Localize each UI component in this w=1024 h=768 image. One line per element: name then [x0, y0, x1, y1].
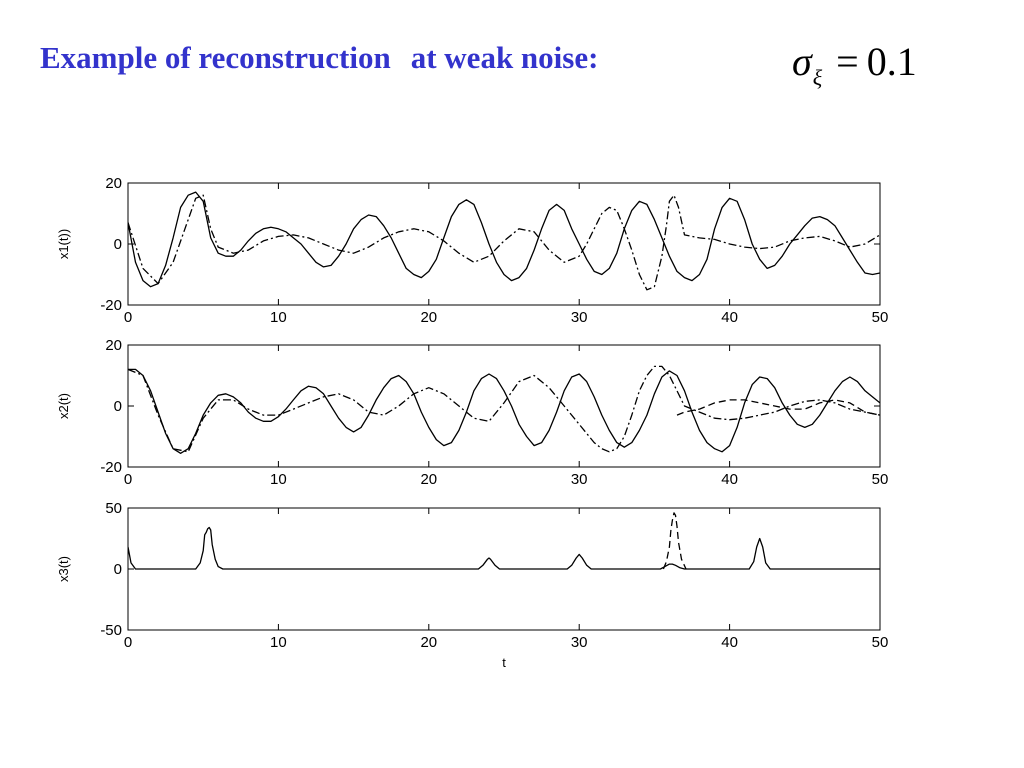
series-line-3-solid	[128, 526, 880, 570]
x-tick-label-3-0: 0	[124, 634, 132, 651]
x-tick-label-1-1: 10	[270, 309, 287, 326]
series-line-3-dashed	[662, 512, 687, 570]
x-axis-label-3: t	[502, 655, 506, 670]
plot-frame-2	[127, 344, 881, 468]
y-tick-label-1-1: 0	[114, 236, 122, 253]
x-tick-label-1-3: 30	[571, 309, 588, 326]
series-line-1-dash-dot	[128, 194, 880, 291]
x-tick-label-2-4: 40	[721, 471, 738, 488]
x-tick-label-2-5: 50	[872, 471, 889, 488]
y-tick-label-2-2: 20	[105, 337, 122, 354]
formula-sigma-symbol: σ	[792, 39, 812, 84]
y-tick-label-1-2: 20	[105, 175, 122, 192]
x-tick-label-3-1: 10	[270, 634, 287, 651]
y-axis-label-1: x1(t))	[56, 229, 71, 259]
x-tick-label-2-0: 0	[124, 471, 132, 488]
series-line-2-dashed	[676, 399, 880, 416]
series-line-2-dash-dot	[128, 365, 880, 453]
slide-title-part2: at weak noise:	[410, 40, 599, 75]
slide-title: Example of reconstruction at weak noise:	[40, 40, 598, 76]
y-tick-label-3-0: -50	[100, 622, 122, 639]
y-axis-label-2: x2(t)	[56, 393, 71, 419]
x-tick-label-1-5: 50	[872, 309, 889, 326]
noise-formula: σξ = 0.1	[792, 38, 917, 90]
x-tick-label-3-4: 40	[721, 634, 738, 651]
series-line-2-solid	[128, 368, 880, 454]
x-tick-label-2-2: 20	[420, 471, 437, 488]
x-tick-label-3-3: 30	[571, 634, 588, 651]
formula-equals-sign: =	[836, 39, 859, 84]
y-tick-label-2-0: -20	[100, 459, 122, 476]
formula-subscript-xi: ξ	[812, 65, 823, 90]
x-tick-label-2-3: 30	[571, 471, 588, 488]
formula-value: 0.1	[866, 39, 917, 84]
x-tick-label-1-4: 40	[721, 309, 738, 326]
x-tick-label-3-2: 20	[420, 634, 437, 651]
y-tick-label-3-2: 50	[105, 500, 122, 517]
y-tick-label-2-1: 0	[114, 398, 122, 415]
x-tick-label-3-5: 50	[872, 634, 889, 651]
plot-frame-1	[127, 182, 881, 306]
series-line-1-solid	[128, 191, 880, 288]
x-tick-label-1-2: 20	[420, 309, 437, 326]
x-tick-label-2-1: 10	[270, 471, 287, 488]
slide-title-part1: Example of reconstruction	[40, 40, 391, 75]
y-axis-label-3: x3(t)	[56, 556, 71, 582]
x-tick-label-1-0: 0	[124, 309, 132, 326]
y-tick-label-3-1: 0	[114, 561, 122, 578]
y-tick-label-1-0: -20	[100, 297, 122, 314]
